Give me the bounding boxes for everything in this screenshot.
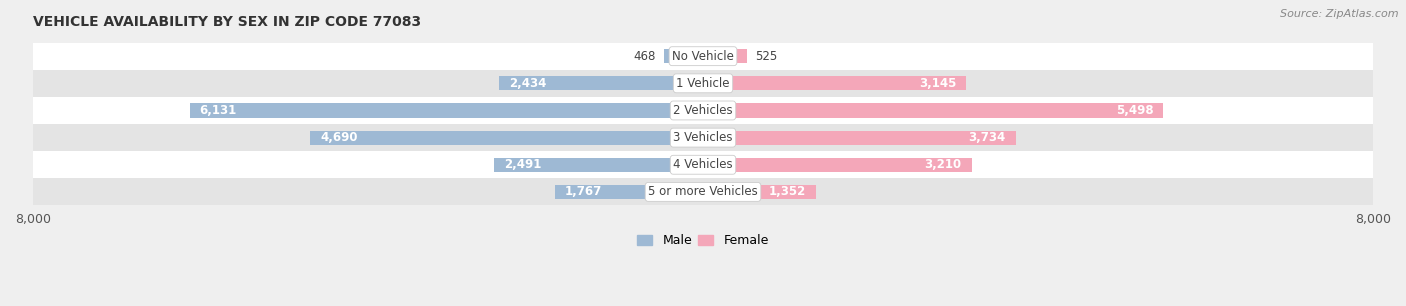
Text: 3,145: 3,145 bbox=[920, 77, 956, 90]
Bar bbox=[311, 131, 703, 145]
Bar bbox=[703, 158, 972, 172]
Text: 3,734: 3,734 bbox=[969, 131, 1005, 144]
Bar bbox=[32, 151, 1374, 178]
Text: 2 Vehicles: 2 Vehicles bbox=[673, 104, 733, 117]
Legend: Male, Female: Male, Female bbox=[633, 230, 773, 252]
Text: 3 Vehicles: 3 Vehicles bbox=[673, 131, 733, 144]
Bar bbox=[555, 185, 703, 199]
Text: 2,491: 2,491 bbox=[505, 158, 541, 171]
Text: 1,352: 1,352 bbox=[769, 185, 806, 198]
Bar bbox=[703, 76, 966, 90]
Text: Source: ZipAtlas.com: Source: ZipAtlas.com bbox=[1281, 9, 1399, 19]
Text: 4 Vehicles: 4 Vehicles bbox=[673, 158, 733, 171]
Bar bbox=[703, 131, 1015, 145]
Bar bbox=[703, 49, 747, 63]
Text: 4,690: 4,690 bbox=[321, 131, 357, 144]
Bar bbox=[703, 103, 1163, 118]
Bar bbox=[190, 103, 703, 118]
Bar bbox=[664, 49, 703, 63]
Text: 5 or more Vehicles: 5 or more Vehicles bbox=[648, 185, 758, 198]
Text: 1 Vehicle: 1 Vehicle bbox=[676, 77, 730, 90]
Text: 5,498: 5,498 bbox=[1116, 104, 1153, 117]
Text: No Vehicle: No Vehicle bbox=[672, 50, 734, 63]
Bar bbox=[495, 158, 703, 172]
Bar bbox=[32, 43, 1374, 70]
Text: 525: 525 bbox=[755, 50, 778, 63]
Bar bbox=[32, 70, 1374, 97]
Bar bbox=[32, 178, 1374, 206]
Bar bbox=[32, 124, 1374, 151]
Text: VEHICLE AVAILABILITY BY SEX IN ZIP CODE 77083: VEHICLE AVAILABILITY BY SEX IN ZIP CODE … bbox=[32, 15, 422, 29]
Bar bbox=[499, 76, 703, 90]
Bar bbox=[32, 97, 1374, 124]
Bar bbox=[703, 185, 817, 199]
Text: 468: 468 bbox=[633, 50, 655, 63]
Text: 6,131: 6,131 bbox=[200, 104, 236, 117]
Text: 3,210: 3,210 bbox=[925, 158, 962, 171]
Text: 1,767: 1,767 bbox=[565, 185, 602, 198]
Text: 2,434: 2,434 bbox=[509, 77, 547, 90]
